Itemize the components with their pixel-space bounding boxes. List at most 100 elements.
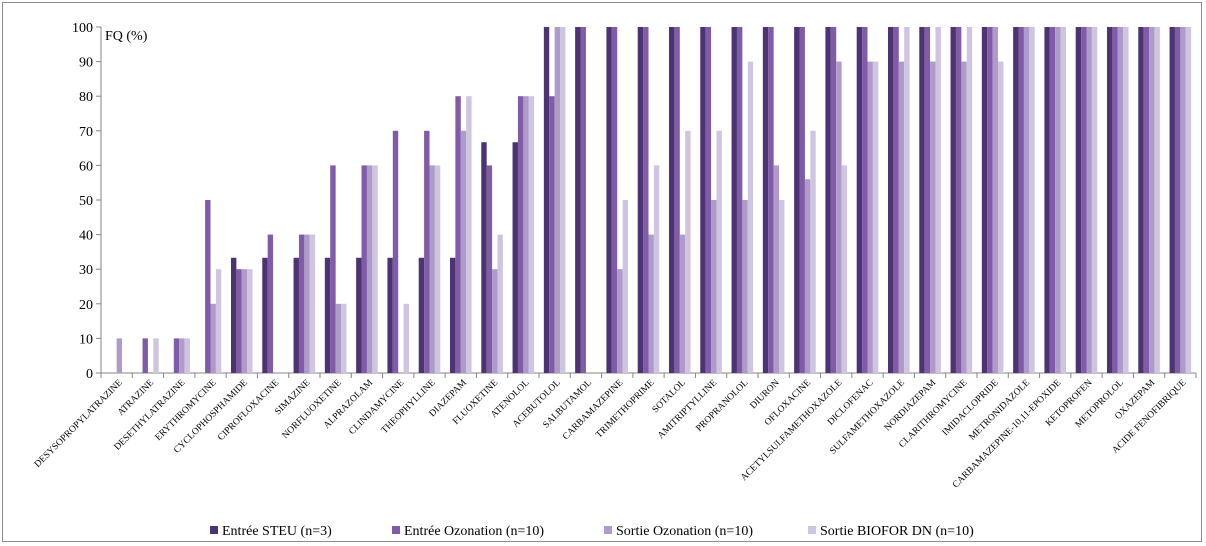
bar [643, 27, 649, 373]
bar [648, 234, 654, 373]
x-tick-label: TRIMETHOPRIME [594, 378, 656, 440]
bar [1180, 27, 1186, 373]
y-tick-label: 70 [79, 125, 93, 140]
bar [543, 27, 550, 373]
bar [517, 96, 524, 373]
bar [887, 27, 894, 373]
bar [856, 27, 863, 373]
bar [1112, 27, 1118, 373]
bar [622, 200, 629, 373]
bar [919, 27, 925, 373]
bar [679, 234, 686, 373]
legend-label: Sortie BIOFOR DN (n=10) [820, 524, 974, 539]
bar [298, 234, 305, 373]
bar [992, 27, 999, 373]
bar [961, 61, 967, 373]
bar [716, 130, 722, 373]
bar [1075, 27, 1082, 373]
bar [1060, 27, 1067, 373]
bar [653, 165, 660, 373]
legend-swatch [210, 526, 218, 534]
bar [403, 303, 410, 373]
bar [554, 27, 561, 373]
bar [762, 27, 769, 373]
bar [486, 165, 493, 373]
bar [293, 257, 299, 373]
bars [116, 27, 1192, 373]
bar [330, 165, 336, 373]
bar [230, 257, 237, 373]
bar [560, 27, 566, 373]
x-tick-label: AMITRIPTYLLINE [656, 378, 719, 441]
x-tick-label: THEOPHYLLINE [380, 378, 438, 436]
legend-swatch [604, 526, 612, 534]
bar [1143, 27, 1150, 373]
legend: Entrée STEU (n=3) Entrée Ozonation (n=10)… [210, 524, 974, 539]
bar [1174, 27, 1181, 373]
bar [836, 61, 842, 373]
bar [904, 27, 910, 373]
bar [210, 303, 216, 373]
legend-label: Entrée Ozonation (n=10) [404, 524, 544, 539]
bar [247, 269, 253, 373]
bar [481, 142, 487, 373]
bar [674, 27, 680, 373]
bar [867, 61, 873, 373]
y-ticks: 0 10 20 30 40 50 60 70 80 90 100 [72, 21, 101, 382]
bar [241, 269, 248, 373]
bar [304, 234, 310, 373]
y-tick-label: 100 [72, 21, 93, 36]
y-tick-label: 40 [79, 229, 93, 244]
bar [711, 200, 717, 373]
bar [1091, 27, 1098, 373]
bar [731, 27, 737, 373]
bar [924, 27, 931, 373]
bar [893, 27, 899, 373]
bar [356, 257, 362, 373]
bar [1123, 27, 1129, 373]
bar [747, 61, 754, 373]
y-tick-label: 0 [86, 367, 93, 382]
bar [810, 130, 816, 373]
bar [549, 96, 555, 373]
bar [799, 27, 805, 373]
bar [950, 27, 956, 373]
bar [1138, 27, 1144, 373]
bar [862, 27, 868, 373]
x-tick-label: CLINDAMYCINE [347, 378, 406, 437]
bar [361, 165, 367, 373]
bar [736, 27, 743, 373]
bar [987, 27, 993, 373]
bar [309, 234, 316, 373]
bar [267, 234, 274, 373]
x-tick-label: IMIDACLOPRIDE [941, 378, 1001, 438]
bar [392, 130, 399, 373]
bar [372, 165, 378, 373]
bar [179, 338, 185, 373]
bar [142, 338, 148, 373]
bar [668, 27, 675, 373]
bar [523, 96, 529, 373]
bar [1149, 27, 1155, 373]
legend-swatch [808, 526, 816, 534]
bar [580, 27, 586, 373]
bar [825, 27, 831, 373]
bar [528, 96, 535, 373]
y-tick-label: 10 [79, 332, 93, 347]
x-tick-label: NORFLUOXETINE [281, 378, 344, 441]
x-tick-label: CIPROFLOXACINE [216, 378, 281, 443]
bar [335, 303, 342, 373]
x-tick-label: CARBAMAZEPINE [561, 378, 625, 442]
bar [1086, 27, 1092, 373]
bar [794, 27, 800, 373]
x-tick-label: METRONIDAZOLE [968, 378, 1033, 443]
bar [455, 96, 461, 373]
bar [429, 165, 435, 373]
y-tick-label: 60 [79, 159, 93, 174]
bar [1013, 27, 1019, 373]
bar [700, 27, 706, 373]
bar [424, 130, 430, 373]
bar [184, 338, 191, 373]
bar [449, 257, 456, 373]
